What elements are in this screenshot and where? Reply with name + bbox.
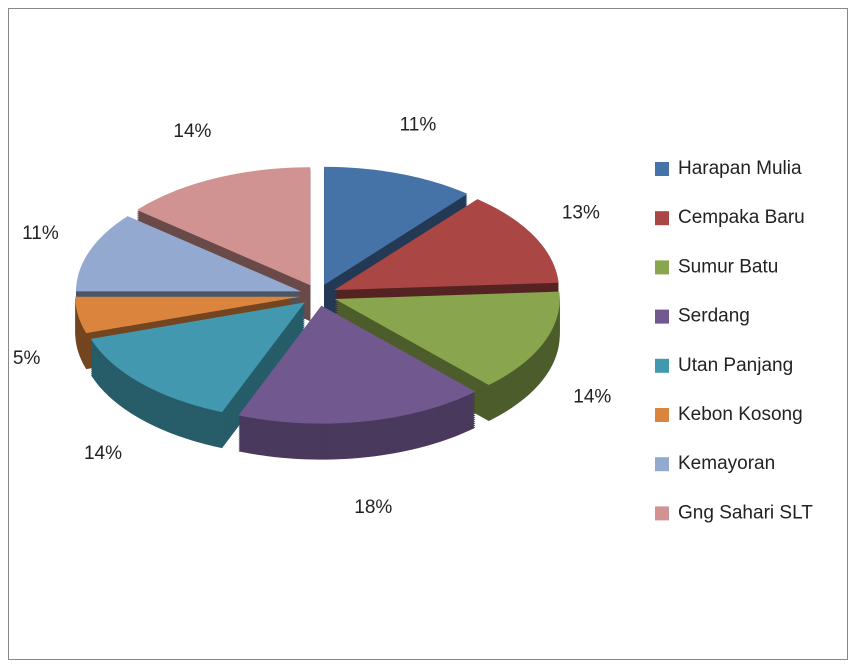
data-label: 14% [173, 121, 211, 142]
data-label: 18% [354, 497, 392, 518]
legend-label: Kebon Kosong [678, 404, 803, 425]
slice [324, 166, 468, 285]
data-label: 11% [22, 223, 59, 244]
legend-label: Sumur Batu [678, 256, 778, 277]
legend-swatch [655, 506, 669, 521]
slice [90, 302, 305, 413]
legend-swatch [655, 457, 669, 472]
legend-swatch [655, 408, 669, 422]
legend-label: Harapan Mulia [678, 158, 802, 179]
slice [334, 199, 559, 291]
legend-label: Cempaka Baru [678, 207, 805, 228]
data-label: 5% [13, 348, 41, 369]
legend-label: Gng Sahari SLT [678, 502, 813, 523]
slice [334, 291, 560, 385]
legend-swatch [655, 309, 669, 324]
slice [75, 296, 301, 334]
slice [238, 305, 476, 424]
legend-swatch [655, 260, 669, 275]
legend-swatch [655, 162, 669, 176]
data-label: 14% [84, 443, 122, 464]
legend-label: Serdang [678, 306, 750, 327]
legend-swatch [655, 211, 669, 226]
slice [76, 216, 302, 292]
data-label: 13% [562, 202, 600, 223]
slice [136, 167, 311, 286]
legend-label: Utan Panjang [678, 355, 793, 376]
legend-swatch [655, 358, 669, 373]
data-label: 14% [573, 386, 611, 407]
legend-label: Kemayoran [678, 453, 775, 474]
data-label: 11% [400, 115, 437, 136]
